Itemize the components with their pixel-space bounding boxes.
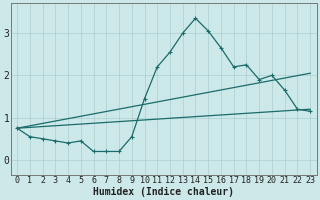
X-axis label: Humidex (Indice chaleur): Humidex (Indice chaleur) [93,186,234,197]
